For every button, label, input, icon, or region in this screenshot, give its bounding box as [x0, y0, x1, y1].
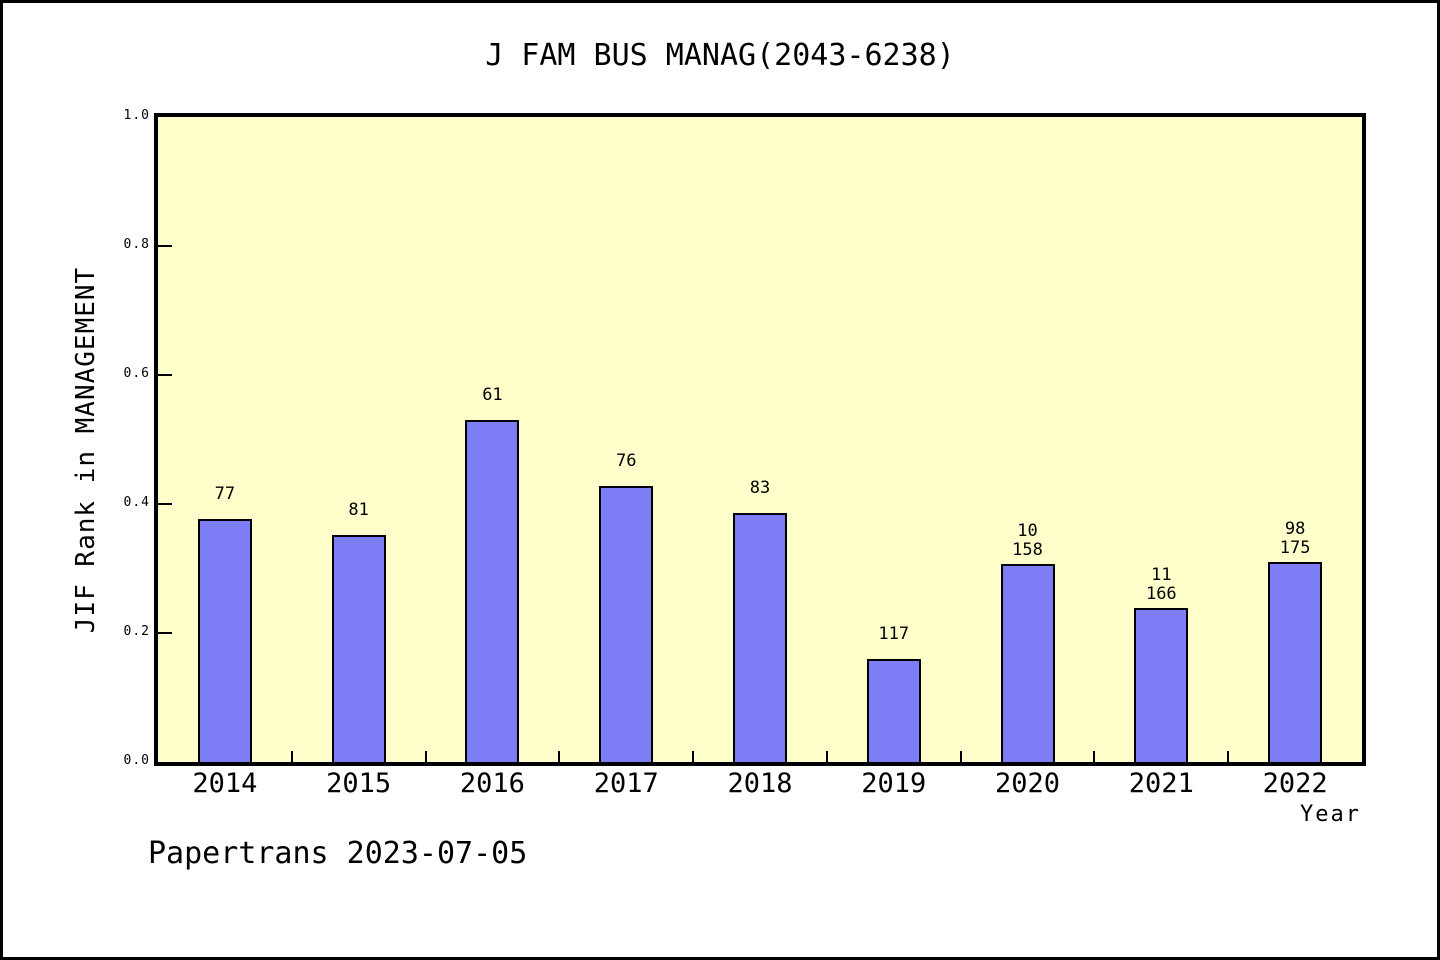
- y-tick-label: 1.0: [123, 108, 150, 123]
- bar-value-label-2014: 77: [214, 484, 236, 504]
- bar-value-label-2018: 83: [749, 478, 771, 498]
- plot-area: 77 81 61 76 83 117 10 158 11 166 98 175: [154, 113, 1366, 766]
- bar-2014: [197, 519, 252, 762]
- x-tick-mark: [1093, 751, 1096, 762]
- x-tick-label-2019: 2019: [861, 768, 927, 799]
- x-tick-mark: [424, 751, 427, 762]
- x-tick-label-2016: 2016: [459, 768, 525, 799]
- y-tick-label: 0.2: [123, 624, 150, 639]
- bar-value-label-2020: 10 158: [1012, 521, 1043, 560]
- bar-value-label-2015: 81: [348, 500, 369, 520]
- x-tick-mark: [692, 751, 695, 762]
- x-tick-label-2022: 2022: [1262, 768, 1328, 799]
- bar-2017: [599, 486, 654, 762]
- y-tick-label: 0.6: [123, 366, 150, 381]
- bar-2022: [1268, 562, 1323, 762]
- bar-value-label-2022: 98 175: [1279, 519, 1311, 558]
- y-tick-mark: [158, 374, 172, 376]
- bar-value-label-2021: 11 166: [1145, 565, 1177, 604]
- x-tick-label-2020: 2020: [995, 768, 1061, 799]
- y-tick-mark: [158, 245, 172, 247]
- x-tick-mark: [825, 751, 828, 762]
- bar-2015: [331, 535, 386, 762]
- x-tick-label-2017: 2017: [593, 768, 659, 799]
- bar-2020: [1000, 564, 1055, 762]
- y-tick-label: 0.0: [123, 753, 150, 768]
- bar-value-label-2016: 61: [482, 385, 503, 405]
- x-tick-mark: [558, 751, 561, 762]
- bar-2018: [733, 513, 787, 762]
- watermark-text: Papertrans 2023-07-05: [148, 836, 528, 871]
- y-tick-mark: [158, 632, 172, 634]
- x-tick-mark: [1227, 751, 1230, 762]
- x-tick-label-2015: 2015: [326, 768, 392, 799]
- bar-value-label-2019: 117: [878, 624, 910, 644]
- y-axis-title: JIF Rank in MANAGEMENT: [71, 266, 101, 634]
- bar-2021: [1134, 608, 1189, 762]
- y-tick-label: 0.4: [123, 495, 150, 510]
- x-axis-title: Year: [1300, 802, 1361, 827]
- y-tick-label: 0.8: [123, 237, 150, 252]
- bar-2019: [866, 659, 921, 762]
- bar-2016: [465, 420, 520, 762]
- y-tick-mark: [158, 503, 172, 505]
- x-tick-label-2018: 2018: [727, 768, 793, 799]
- x-tick-label-2021: 2021: [1128, 768, 1194, 799]
- x-tick-label-2014: 2014: [192, 768, 258, 799]
- x-tick-mark: [959, 751, 962, 762]
- chart-title: J FAM BUS MANAG(2043-6238): [485, 38, 955, 73]
- x-tick-mark: [290, 751, 293, 762]
- bar-value-label-2017: 76: [615, 451, 637, 471]
